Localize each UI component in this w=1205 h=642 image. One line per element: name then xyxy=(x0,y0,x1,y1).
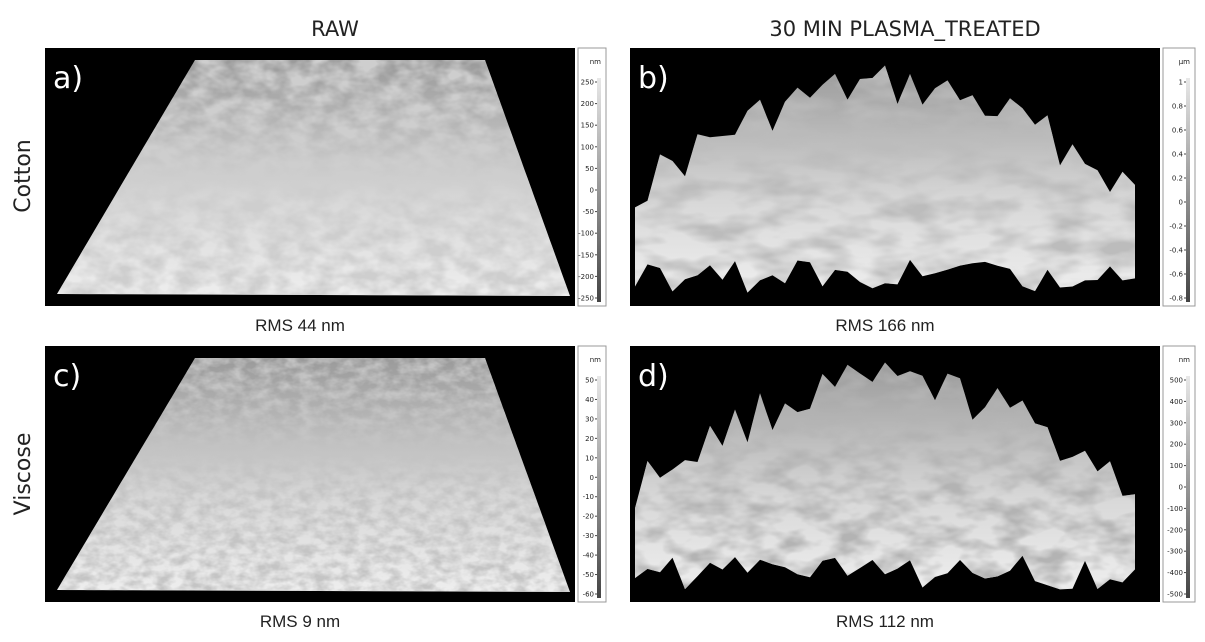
colorbar-tick-label: 50 xyxy=(585,377,594,385)
colorbar-tick-label: -10 xyxy=(583,493,594,501)
colorbar-tick-label: 400 xyxy=(1170,398,1183,406)
colorbar-tick-label: 0 xyxy=(590,474,594,482)
row-label: Viscose xyxy=(11,433,36,516)
panel-label: d) xyxy=(638,359,669,394)
panel-label: c) xyxy=(53,359,81,394)
colorbar-tick-label: 30 xyxy=(585,415,594,423)
colorbar-tick-label: 20 xyxy=(585,435,594,443)
colorbar-tick-label: 100 xyxy=(1170,462,1183,470)
colorbar-tick-label: -300 xyxy=(1167,548,1183,556)
colorbar-tick-label: 50 xyxy=(585,165,594,173)
colorbar-tick-label: -60 xyxy=(583,591,594,599)
colorbar-tick-label: -0.2 xyxy=(1169,223,1183,231)
colorbar-tick-label: -0.4 xyxy=(1169,247,1183,255)
colorbar-tick-label: 250 xyxy=(581,79,594,87)
caption: RMS 166 nm xyxy=(835,316,934,335)
colorbar-tick-label: -0.6 xyxy=(1169,271,1183,279)
colorbar-tick-label: -0.8 xyxy=(1169,295,1183,303)
colorbar xyxy=(1186,78,1190,302)
colorbar-tick-label: -50 xyxy=(583,208,594,216)
colorbar-tick-label: -250 xyxy=(578,295,594,303)
colorbar-tick-label: -20 xyxy=(583,513,594,521)
colorbar-tick-label: 0.6 xyxy=(1172,127,1184,135)
colorbar-tick-label: 0.2 xyxy=(1172,175,1183,183)
colorbar-tick-label: -100 xyxy=(1167,505,1183,513)
colorbar-unit: nm xyxy=(590,356,601,364)
colorbar-tick-label: 200 xyxy=(1170,441,1183,449)
caption: RMS 9 nm xyxy=(260,612,340,631)
colorbar-tick-label: 150 xyxy=(581,122,594,130)
row-label: Cotton xyxy=(11,139,36,212)
colorbar-tick-label: 1 xyxy=(1179,79,1183,87)
colorbar-tick-label: -100 xyxy=(578,230,594,238)
panel-label: b) xyxy=(638,61,669,96)
colorbar-tick-label: -400 xyxy=(1167,569,1183,577)
colorbar-unit: nm xyxy=(590,58,601,66)
colorbar-tick-label: 0 xyxy=(590,187,594,195)
colorbar-tick-label: 40 xyxy=(585,396,594,404)
colorbar-tick-label: -150 xyxy=(578,251,594,259)
colorbar-tick-label: 100 xyxy=(581,143,594,151)
colorbar xyxy=(597,376,601,598)
caption: RMS 112 nm xyxy=(836,612,934,631)
colorbar xyxy=(597,78,601,302)
colorbar-tick-label: -50 xyxy=(583,571,594,579)
colorbar-tick-label: -200 xyxy=(578,273,594,281)
colorbar-tick-label: -500 xyxy=(1167,591,1183,599)
figure: RAW 30 MIN PLASMA_TREATED Cotton Viscose a) n… xyxy=(0,0,1205,638)
colorbar-tick-label: -200 xyxy=(1167,526,1183,534)
colorbar-frame xyxy=(578,48,606,306)
colorbar-tick-label: 0 xyxy=(1179,484,1183,492)
colorbar xyxy=(1186,376,1190,598)
colorbar-tick-label: 0.4 xyxy=(1172,151,1184,159)
colorbar-tick-label: -40 xyxy=(583,552,594,560)
colorbar-unit: µm xyxy=(1179,58,1190,66)
column-header: 30 MIN PLASMA_TREATED xyxy=(769,17,1040,42)
colorbar-tick-label: 300 xyxy=(1170,419,1183,427)
colorbar-tick-label: 500 xyxy=(1170,377,1183,385)
colorbar-tick-label: 200 xyxy=(581,100,594,108)
colorbar-tick-label: 0.8 xyxy=(1172,103,1183,111)
colorbar-tick-label: 0 xyxy=(1179,199,1183,207)
caption: RMS 44 nm xyxy=(255,316,345,335)
colorbar-unit: nm xyxy=(1179,356,1190,364)
panel-label: a) xyxy=(53,61,83,96)
colorbar-tick-label: -30 xyxy=(583,532,594,540)
colorbar-tick-label: 10 xyxy=(585,454,594,462)
column-header: RAW xyxy=(311,17,359,41)
